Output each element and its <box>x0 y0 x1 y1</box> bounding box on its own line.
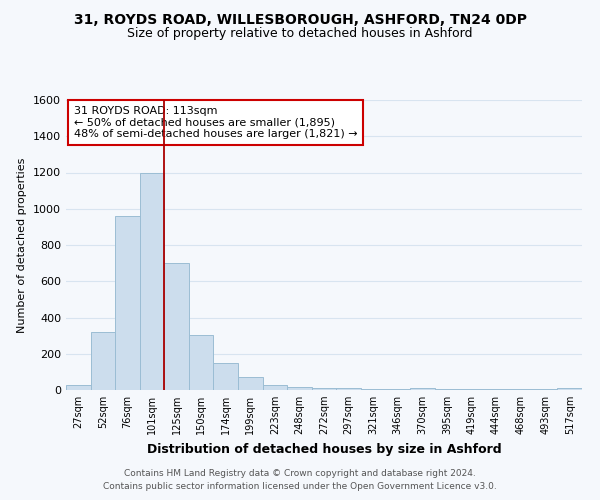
X-axis label: Distribution of detached houses by size in Ashford: Distribution of detached houses by size … <box>146 442 502 456</box>
Text: 31 ROYDS ROAD: 113sqm
← 50% of detached houses are smaller (1,895)
48% of semi-d: 31 ROYDS ROAD: 113sqm ← 50% of detached … <box>74 106 358 139</box>
Bar <box>263 386 287 390</box>
Bar <box>361 388 385 390</box>
Text: Contains public sector information licensed under the Open Government Licence v3: Contains public sector information licen… <box>103 482 497 491</box>
Text: Size of property relative to detached houses in Ashford: Size of property relative to detached ho… <box>127 28 473 40</box>
Bar <box>238 378 263 390</box>
Bar <box>164 263 189 390</box>
Bar <box>434 389 459 390</box>
Bar <box>385 389 410 390</box>
Bar <box>287 388 312 390</box>
Bar <box>336 388 361 390</box>
Text: 31, ROYDS ROAD, WILLESBOROUGH, ASHFORD, TN24 0DP: 31, ROYDS ROAD, WILLESBOROUGH, ASHFORD, … <box>74 12 527 26</box>
Bar <box>140 172 164 390</box>
Bar <box>91 332 115 390</box>
Bar <box>557 388 582 390</box>
Bar <box>189 334 214 390</box>
Y-axis label: Number of detached properties: Number of detached properties <box>17 158 28 332</box>
Bar <box>410 388 434 390</box>
Bar <box>115 216 140 390</box>
Bar <box>66 386 91 390</box>
Bar <box>214 363 238 390</box>
Text: Contains HM Land Registry data © Crown copyright and database right 2024.: Contains HM Land Registry data © Crown c… <box>124 468 476 477</box>
Bar <box>312 388 336 390</box>
